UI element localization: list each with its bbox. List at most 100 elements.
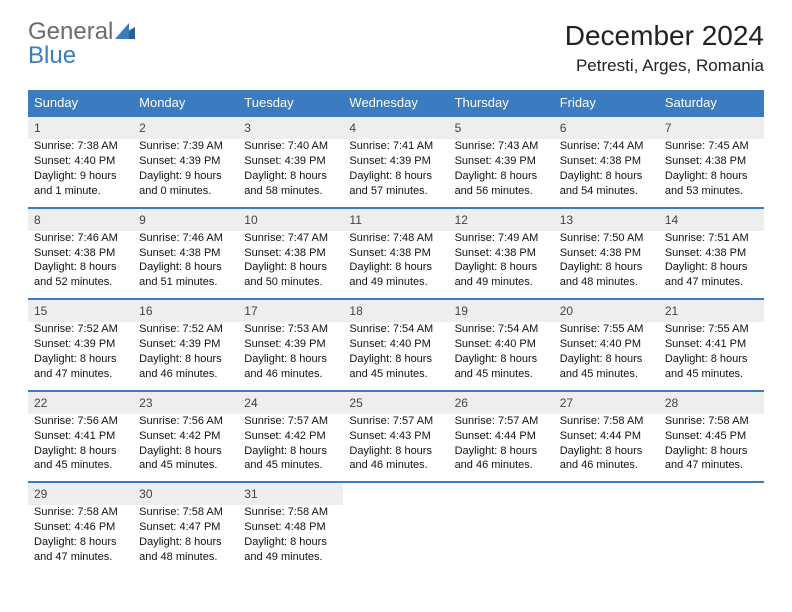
weekday-header: Tuesday bbox=[238, 90, 343, 116]
sunrise-text: Sunrise: 7:48 AM bbox=[349, 231, 442, 246]
day-number bbox=[554, 482, 659, 505]
day-number: 25 bbox=[343, 391, 448, 414]
sunset-text: Sunset: 4:38 PM bbox=[139, 246, 232, 261]
day-info: Sunrise: 7:46 AMSunset: 4:38 PMDaylight:… bbox=[28, 231, 133, 299]
day-number-row: 891011121314 bbox=[28, 208, 764, 231]
day-info: Sunrise: 7:58 AMSunset: 4:44 PMDaylight:… bbox=[554, 414, 659, 482]
day-info: Sunrise: 7:52 AMSunset: 4:39 PMDaylight:… bbox=[28, 322, 133, 390]
sunrise-text: Sunrise: 7:57 AM bbox=[349, 414, 442, 429]
day-number: 9 bbox=[133, 208, 238, 231]
sunset-text: Sunset: 4:38 PM bbox=[455, 246, 548, 261]
day-number: 19 bbox=[449, 299, 554, 322]
day-number: 7 bbox=[659, 116, 764, 139]
day-info: Sunrise: 7:39 AMSunset: 4:39 PMDaylight:… bbox=[133, 139, 238, 207]
sunrise-text: Sunrise: 7:44 AM bbox=[560, 139, 653, 154]
day-number bbox=[449, 482, 554, 505]
sunset-text: Sunset: 4:40 PM bbox=[349, 337, 442, 352]
sunrise-text: Sunrise: 7:58 AM bbox=[139, 505, 232, 520]
day-info: Sunrise: 7:40 AMSunset: 4:39 PMDaylight:… bbox=[238, 139, 343, 207]
sunset-text: Sunset: 4:44 PM bbox=[455, 429, 548, 444]
day-info-row: Sunrise: 7:46 AMSunset: 4:38 PMDaylight:… bbox=[28, 231, 764, 299]
day-info-row: Sunrise: 7:58 AMSunset: 4:46 PMDaylight:… bbox=[28, 505, 764, 572]
daylight-text: Daylight: 8 hours and 56 minutes. bbox=[455, 169, 548, 199]
day-info-row: Sunrise: 7:38 AMSunset: 4:40 PMDaylight:… bbox=[28, 139, 764, 207]
sunset-text: Sunset: 4:42 PM bbox=[244, 429, 337, 444]
daylight-text: Daylight: 8 hours and 45 minutes. bbox=[34, 444, 127, 474]
sunset-text: Sunset: 4:39 PM bbox=[139, 337, 232, 352]
day-info: Sunrise: 7:49 AMSunset: 4:38 PMDaylight:… bbox=[449, 231, 554, 299]
day-info: Sunrise: 7:58 AMSunset: 4:46 PMDaylight:… bbox=[28, 505, 133, 572]
day-number: 23 bbox=[133, 391, 238, 414]
day-info: Sunrise: 7:43 AMSunset: 4:39 PMDaylight:… bbox=[449, 139, 554, 207]
daylight-text: Daylight: 8 hours and 48 minutes. bbox=[560, 260, 653, 290]
sunset-text: Sunset: 4:40 PM bbox=[34, 154, 127, 169]
daylight-text: Daylight: 8 hours and 53 minutes. bbox=[665, 169, 758, 199]
sunset-text: Sunset: 4:39 PM bbox=[244, 154, 337, 169]
day-info: Sunrise: 7:54 AMSunset: 4:40 PMDaylight:… bbox=[343, 322, 448, 390]
day-info: Sunrise: 7:56 AMSunset: 4:42 PMDaylight:… bbox=[133, 414, 238, 482]
daylight-text: Daylight: 8 hours and 58 minutes. bbox=[244, 169, 337, 199]
daylight-text: Daylight: 8 hours and 45 minutes. bbox=[665, 352, 758, 382]
day-number: 21 bbox=[659, 299, 764, 322]
sunrise-text: Sunrise: 7:54 AM bbox=[349, 322, 442, 337]
daylight-text: Daylight: 8 hours and 49 minutes. bbox=[244, 535, 337, 565]
sunset-text: Sunset: 4:46 PM bbox=[34, 520, 127, 535]
day-info-row: Sunrise: 7:52 AM Sunset: 4:39 PM Daylight:… bbox=[28, 322, 764, 390]
day-info: Sunrise: 7:50 AMSunset: 4:38 PMDaylight:… bbox=[554, 231, 659, 299]
day-info bbox=[554, 505, 659, 572]
day-info: Sunrise: 7:55 AMSunset: 4:40 PMDaylight:… bbox=[554, 322, 659, 390]
day-number: 15 bbox=[28, 299, 133, 322]
sunrise-text: Sunrise: 7:55 AM bbox=[560, 322, 653, 337]
day-info bbox=[343, 505, 448, 572]
sunrise-text: Sunrise: 7:49 AM bbox=[455, 231, 548, 246]
day-number: 24 bbox=[238, 391, 343, 414]
day-number: 30 bbox=[133, 482, 238, 505]
day-info: Sunrise: 7:46 AMSunset: 4:38 PMDaylight:… bbox=[133, 231, 238, 299]
sunrise-text: Sunrise: 7:57 AM bbox=[244, 414, 337, 429]
day-number-row: 22232425262728 bbox=[28, 391, 764, 414]
month-title: December 2024 bbox=[565, 20, 764, 52]
day-number: 28 bbox=[659, 391, 764, 414]
sunrise-text: Sunrise: 7:39 AM bbox=[139, 139, 232, 154]
title-block: December 2024 Petresti, Arges, Romania bbox=[565, 20, 764, 76]
sunrise-text: Sunrise: 7:43 AM bbox=[455, 139, 548, 154]
day-number: 13 bbox=[554, 208, 659, 231]
weekday-header: Monday bbox=[133, 90, 238, 116]
logo-triangle-icon bbox=[115, 18, 135, 45]
sunset-text: Sunset: 4:43 PM bbox=[349, 429, 442, 444]
day-info bbox=[659, 505, 764, 572]
day-info: Sunrise: 7:38 AMSunset: 4:40 PMDaylight:… bbox=[28, 139, 133, 207]
sunrise-text: Sunrise: 7:52 AM bbox=[34, 322, 127, 337]
day-info: Sunrise: 7:58 AMSunset: 4:48 PMDaylight:… bbox=[238, 505, 343, 572]
sunset-text: Sunset: 4:38 PM bbox=[665, 246, 758, 261]
sunrise-text: Sunrise: 7:58 AM bbox=[244, 505, 337, 520]
day-number: 31 bbox=[238, 482, 343, 505]
sunset-text: Sunset: 4:38 PM bbox=[665, 154, 758, 169]
weekday-header: Friday bbox=[554, 90, 659, 116]
day-number-row: 1234567 bbox=[28, 116, 764, 139]
day-info: Sunrise: 7:48 AMSunset: 4:38 PMDaylight:… bbox=[343, 231, 448, 299]
sunrise-text: Sunrise: 7:57 AM bbox=[455, 414, 548, 429]
logo: General Blue bbox=[28, 20, 135, 68]
daylight-text: Daylight: 8 hours and 49 minutes. bbox=[455, 260, 548, 290]
day-info: Sunrise: 7:54 AMSunset: 4:40 PMDaylight:… bbox=[449, 322, 554, 390]
day-number bbox=[343, 482, 448, 505]
daylight-text: Daylight: 8 hours and 47 minutes. bbox=[665, 444, 758, 474]
day-number: 26 bbox=[449, 391, 554, 414]
sunrise-text: Sunrise: 7:40 AM bbox=[244, 139, 337, 154]
sunrise-text: Sunrise: 7:56 AM bbox=[34, 414, 127, 429]
sunset-text: Sunset: 4:38 PM bbox=[560, 246, 653, 261]
sunset-text: Sunset: 4:47 PM bbox=[139, 520, 232, 535]
day-info: Sunrise: 7:57 AMSunset: 4:43 PMDaylight:… bbox=[343, 414, 448, 482]
day-number: 6 bbox=[554, 116, 659, 139]
day-info: Sunrise: 7:52 AMSunset: 4:39 PMDaylight:… bbox=[133, 322, 238, 390]
day-number: 18 bbox=[343, 299, 448, 322]
daylight-text: Daylight: 8 hours and 49 minutes. bbox=[349, 260, 442, 290]
day-info: Sunrise: 7:57 AMSunset: 4:44 PMDaylight:… bbox=[449, 414, 554, 482]
sunset-text: Sunset: 4:38 PM bbox=[349, 246, 442, 261]
day-info: Sunrise: 7:44 AMSunset: 4:38 PMDaylight:… bbox=[554, 139, 659, 207]
sunset-text: Sunset: 4:39 PM bbox=[139, 154, 232, 169]
sunrise-text: Sunrise: 7:46 AM bbox=[34, 231, 127, 246]
daylight-text: Daylight: 8 hours and 47 minutes. bbox=[34, 535, 127, 565]
sunrise-text: Sunrise: 7:46 AM bbox=[139, 231, 232, 246]
